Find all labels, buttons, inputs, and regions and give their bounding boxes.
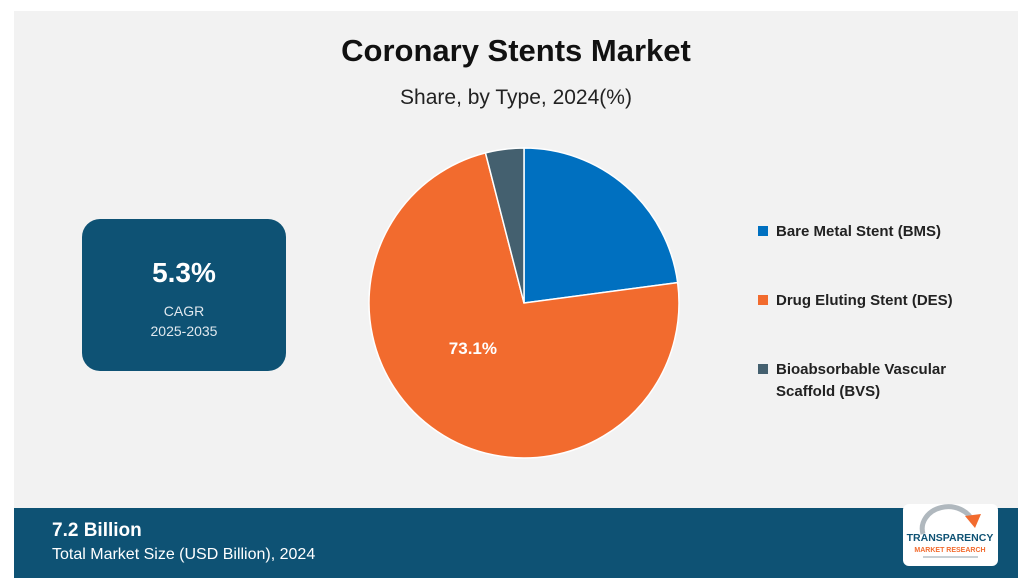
footer-bar: 7.2 Billion Total Market Size (USD Billi…: [14, 508, 1018, 578]
legend-swatch-des: [758, 295, 768, 305]
market-size-label: Total Market Size (USD Billion), 2024: [52, 546, 316, 563]
pie-chart: 73.1%: [368, 147, 680, 459]
legend-swatch-bms: [758, 226, 768, 236]
pie-slice-bms: [523, 147, 679, 304]
pie-data-label: 73.1%: [449, 339, 497, 358]
legend-label-des: Drug Eluting Stent (DES): [776, 292, 953, 309]
legend-item-bms: Bare Metal Stent (BMS): [758, 221, 996, 243]
pie-slice-des: [368, 151, 680, 459]
cagr-value: 5.3%: [152, 257, 216, 288]
chart-title: Coronary Stents Market: [341, 33, 691, 68]
legend-item-des: Drug Eluting Stent (DES): [758, 290, 996, 312]
legend-item-bvs: Bioabsorbable Vascular Scaffold (BVS): [758, 359, 996, 403]
svg-text:TRANSPARENCY: TRANSPARENCY: [907, 532, 994, 544]
cagr-period: 2025-2035: [150, 323, 218, 339]
market-size-value: 7.2 Billion: [52, 520, 142, 541]
company-logo: TRANSPARENCY MARKET RESEARCH: [903, 504, 998, 566]
legend-label-bms: Bare Metal Stent (BMS): [776, 223, 942, 240]
pie-slice-bvs: [484, 147, 525, 304]
chart-subtitle: Share, by Type, 2024(%): [400, 86, 632, 109]
legend-label-bvs: Bioabsorbable Vascular Scaffold (BVS): [776, 361, 947, 400]
chart-frame: Coronary Stents Market Share, by Type, 2…: [14, 11, 1018, 578]
svg-text:MARKET RESEARCH: MARKET RESEARCH: [914, 547, 985, 554]
legend-swatch-bvs: [758, 364, 768, 374]
cagr-label: CAGR: [163, 303, 205, 319]
cagr-card: 5.3% CAGR 2025-2035: [82, 219, 286, 371]
